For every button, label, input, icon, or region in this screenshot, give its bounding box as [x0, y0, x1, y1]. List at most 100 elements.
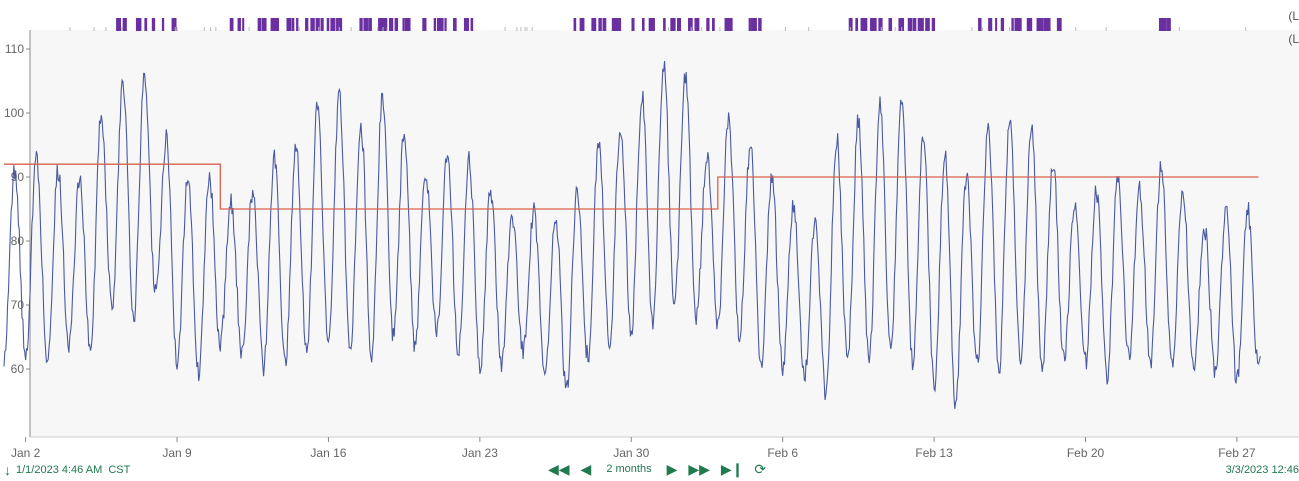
event-marker: [215, 27, 217, 31]
event-marker: [318, 27, 320, 31]
step-forward-icon[interactable]: ▶: [666, 461, 678, 477]
refresh-icon[interactable]: ⟳: [754, 461, 767, 477]
step-back-icon[interactable]: ◀: [580, 461, 592, 477]
event-marker: [1045, 18, 1049, 31]
jump-back-double-icon[interactable]: ◀◀: [548, 461, 570, 477]
event-marker: [919, 18, 924, 31]
event-marker: [382, 27, 384, 31]
event-marker: [276, 18, 280, 31]
event-marker: [463, 18, 469, 31]
event-marker: [971, 27, 973, 31]
x-tick-label: Jan 9: [162, 446, 192, 458]
event-marker: [701, 27, 703, 31]
event-marker: [668, 27, 670, 31]
event-marker: [925, 18, 930, 31]
event-marker: [135, 18, 141, 31]
time-navigation-bar: ↓ 1/1/2023 4:46 AM CST ◀◀ ◀ 2 months ▶ ▶…: [0, 458, 1299, 481]
edge-label-top: (L: [1288, 9, 1299, 23]
event-marker: [1158, 18, 1164, 31]
event-marker: [579, 18, 584, 31]
event-marker: [433, 18, 437, 31]
event-marker: [1178, 27, 1180, 31]
event-marker: [274, 18, 277, 31]
event-marker: [706, 18, 709, 31]
event-marker: [677, 18, 681, 31]
event-marker: [1043, 18, 1047, 31]
skip-to-end-icon[interactable]: ▶❙: [720, 461, 744, 477]
event-marker: [422, 18, 427, 31]
x-tick-label: Jan 30: [613, 446, 649, 458]
event-marker: [1105, 27, 1107, 31]
event-marker: [1027, 18, 1033, 31]
event-marker: [516, 27, 518, 31]
event-marker: [690, 27, 692, 31]
event-marker: [750, 18, 755, 31]
event-marker: [203, 27, 205, 31]
event-marker: [1075, 27, 1077, 31]
event-marker: [286, 18, 292, 31]
x-tick-label: Jan 23: [462, 446, 498, 458]
event-marker: [808, 27, 810, 31]
event-marker: [931, 18, 936, 31]
event-marker: [995, 18, 998, 31]
event-marker: [611, 18, 616, 31]
event-marker: [894, 27, 896, 31]
event-marker: [650, 18, 655, 31]
event-marker: [336, 18, 339, 31]
event-marker: [1162, 18, 1167, 31]
event-marker: [444, 18, 447, 31]
event-marker: [377, 27, 379, 31]
event-marker: [326, 18, 330, 31]
x-axis-ticks: Jan 2 Jan 9 Jan 16 Jan 23 Jan 30 Feb 6 Feb 13 F…: [11, 437, 1256, 458]
event-marker: [122, 18, 127, 31]
event-marker: [298, 27, 300, 31]
event-marker: [404, 18, 409, 31]
event-marker: [210, 27, 212, 31]
event-marker: [688, 18, 693, 31]
event-marker: [907, 18, 913, 31]
event-marker: [296, 18, 299, 31]
event-marker: [860, 18, 865, 31]
event-marker: [1036, 18, 1040, 31]
event-marker: [526, 27, 528, 31]
event-marker: [631, 18, 635, 31]
event-marker: [598, 18, 602, 31]
event-marker: [359, 18, 363, 31]
event-marker: [880, 27, 882, 31]
event-marker: [368, 18, 372, 31]
event-marker: [330, 18, 336, 31]
x-tick-label: Feb 6: [767, 446, 798, 458]
series-line-setpoint: [4, 163, 1259, 210]
event-marker: [888, 18, 893, 31]
event-marker: [407, 18, 411, 31]
event-marker: [237, 18, 241, 31]
y-tick-label: 110: [5, 42, 24, 56]
event-marker: [363, 18, 369, 31]
event-marker: [1047, 18, 1051, 31]
event-marker: [873, 18, 876, 31]
event-marker: [69, 27, 71, 31]
event-marker: [878, 18, 883, 31]
event-marker: [229, 18, 234, 31]
event-marker: [1000, 18, 1005, 31]
event-marker: [870, 18, 874, 31]
event-marker: [729, 18, 733, 31]
event-marker: [672, 18, 676, 31]
event-marker: [378, 18, 382, 31]
event-marker: [616, 18, 620, 31]
arrow-down-icon[interactable]: ↓: [4, 462, 11, 478]
event-marker: [248, 27, 250, 31]
start-time-label: 1/1/2023 4:46 AM CST: [16, 464, 131, 476]
jump-forward-double-icon[interactable]: ▶▶: [688, 461, 710, 477]
event-marker: [389, 18, 394, 31]
event-marker: [305, 18, 309, 31]
range-selector[interactable]: 2 months: [606, 463, 652, 475]
range-navigation: ◀◀ ◀ 2 months ▶ ▶▶ ▶❙ ⟳: [548, 461, 766, 477]
event-marker: [504, 27, 506, 31]
event-marker: [901, 27, 903, 31]
event-marker: [754, 18, 757, 31]
end-time-label: 3/3/2023 12:46: [1225, 464, 1299, 476]
x-tick-label: Jan 16: [310, 446, 346, 458]
event-marker: [1245, 27, 1247, 31]
